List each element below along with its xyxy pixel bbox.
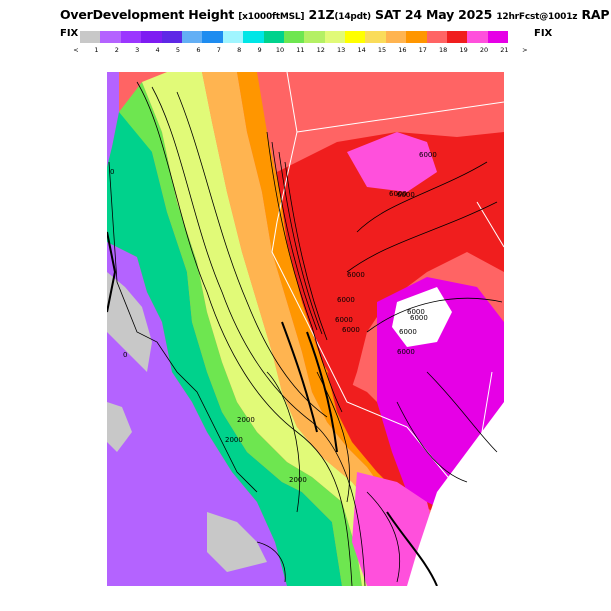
scale-tick-label: 8 [237, 46, 242, 54]
state-border [271, 72, 408, 428]
contour-label-group: 0 0 6000 6000 6000 6000 6000 6000 6000 6… [110, 151, 437, 484]
title-model: RAP [581, 7, 610, 22]
scale-swatch [181, 31, 203, 43]
scale-swatch [141, 31, 162, 43]
fix-label-right: FIX [534, 28, 553, 39]
scale-swatch [324, 31, 346, 43]
scale-tick-label: 10 [275, 46, 285, 54]
no-data-region [392, 287, 452, 347]
scale-swatch [447, 31, 468, 43]
scale-tick-label: 2 [114, 46, 119, 54]
scale-swatch [161, 31, 182, 43]
contour-label: 6000 [337, 296, 355, 304]
ocean-gray [107, 402, 132, 452]
state-border [296, 101, 504, 133]
scale-swatch [426, 31, 448, 43]
contour-label: 6000 [419, 151, 437, 159]
title-date: SAT 24 May 2025 [375, 7, 493, 22]
title-fcst: 12hrFcst@1001z [496, 12, 578, 22]
scale-swatch [243, 31, 264, 43]
contour-label: 6000 [399, 328, 417, 336]
scale-tick-label: 1 [94, 46, 99, 54]
ocean-gray [107, 272, 152, 372]
scale-swatch [80, 31, 101, 43]
title-main: OverDevelopment Height [60, 7, 235, 22]
scale-tick-label: 5 [175, 46, 181, 54]
scale-swatch [263, 31, 284, 43]
scale-swatch [120, 31, 142, 43]
band-pink [347, 132, 437, 192]
title-units: [x1000ftMSL] [238, 12, 305, 22]
fix-label-left: FIX [60, 28, 79, 39]
forecast-map: 0 0 6000 6000 6000 6000 6000 6000 6000 6… [107, 72, 504, 586]
scale-tick-label: 9 [257, 46, 262, 54]
scale-tick-label: 14 [357, 46, 366, 54]
contour-label: 6000 [397, 191, 415, 199]
scale-swatch [385, 31, 407, 43]
color-scale-ticks: <1 2 3 4 5 6 7 8 9 10 11 12 13 14 15 16 17 18 19 20 21 > [70, 46, 540, 56]
contour-label: 0 [123, 351, 127, 359]
scale-swatch [283, 31, 305, 43]
contour-label: 6000 [410, 314, 428, 322]
contour-label: 6000 [407, 308, 425, 316]
scale-swatch [345, 31, 366, 43]
contour-label: 0 [110, 168, 114, 176]
scale-swatch [467, 31, 488, 43]
scale-tick-label: 13 [337, 46, 346, 54]
band-lightgreen [119, 82, 362, 586]
contour-label: 6000 [335, 316, 353, 324]
scale-tick-label: 21 [500, 46, 509, 54]
scale-tick-label: > [522, 46, 528, 54]
contour-label: 2000 [225, 436, 243, 444]
ocean-region [107, 242, 287, 586]
scale-tick-label: 4 [155, 46, 160, 54]
contour-bold-lines [107, 231, 438, 586]
band-green [107, 92, 342, 586]
ocean-region [107, 72, 119, 167]
scale-swatch [406, 31, 427, 43]
scale-tick-label: 12 [316, 46, 325, 54]
scale-swatch [487, 31, 509, 43]
map-title: OverDevelopment Height [x1000ftMSL] 21Z(… [60, 7, 610, 22]
ocean-gray [207, 512, 267, 572]
color-scale [80, 31, 509, 43]
contour-label: 2000 [237, 416, 255, 424]
contour-label: 2000 [289, 476, 307, 484]
scale-tick-label: 6 [196, 46, 201, 54]
contour-label: 6000 [397, 348, 415, 356]
scale-tick-label: 20 [479, 46, 489, 54]
title-time: 21Z [308, 7, 335, 22]
scale-tick-label: 11 [296, 46, 305, 54]
scale-swatch [304, 31, 325, 43]
contour-label: 6000 [347, 271, 365, 279]
scale-swatch [202, 31, 223, 43]
band-red [277, 132, 504, 402]
scale-tick-label: < [73, 46, 79, 54]
scale-swatch [222, 31, 244, 43]
band-orange [202, 72, 402, 586]
scale-tick-label: 17 [418, 46, 427, 54]
scale-tick-label: 15 [377, 46, 387, 54]
scale-tick-label: 18 [439, 46, 448, 54]
scale-tick-label: 16 [398, 46, 407, 54]
scale-swatch [365, 31, 386, 43]
contour-label: 6000 [342, 326, 360, 334]
scale-tick-label: 7 [216, 46, 221, 54]
scale-tick-label: 19 [459, 46, 468, 54]
scale-swatch [100, 31, 121, 43]
title-pdt: (14pdt) [334, 12, 371, 22]
scale-tick-label: 3 [135, 46, 140, 54]
contour-label: 6000 [389, 190, 407, 198]
